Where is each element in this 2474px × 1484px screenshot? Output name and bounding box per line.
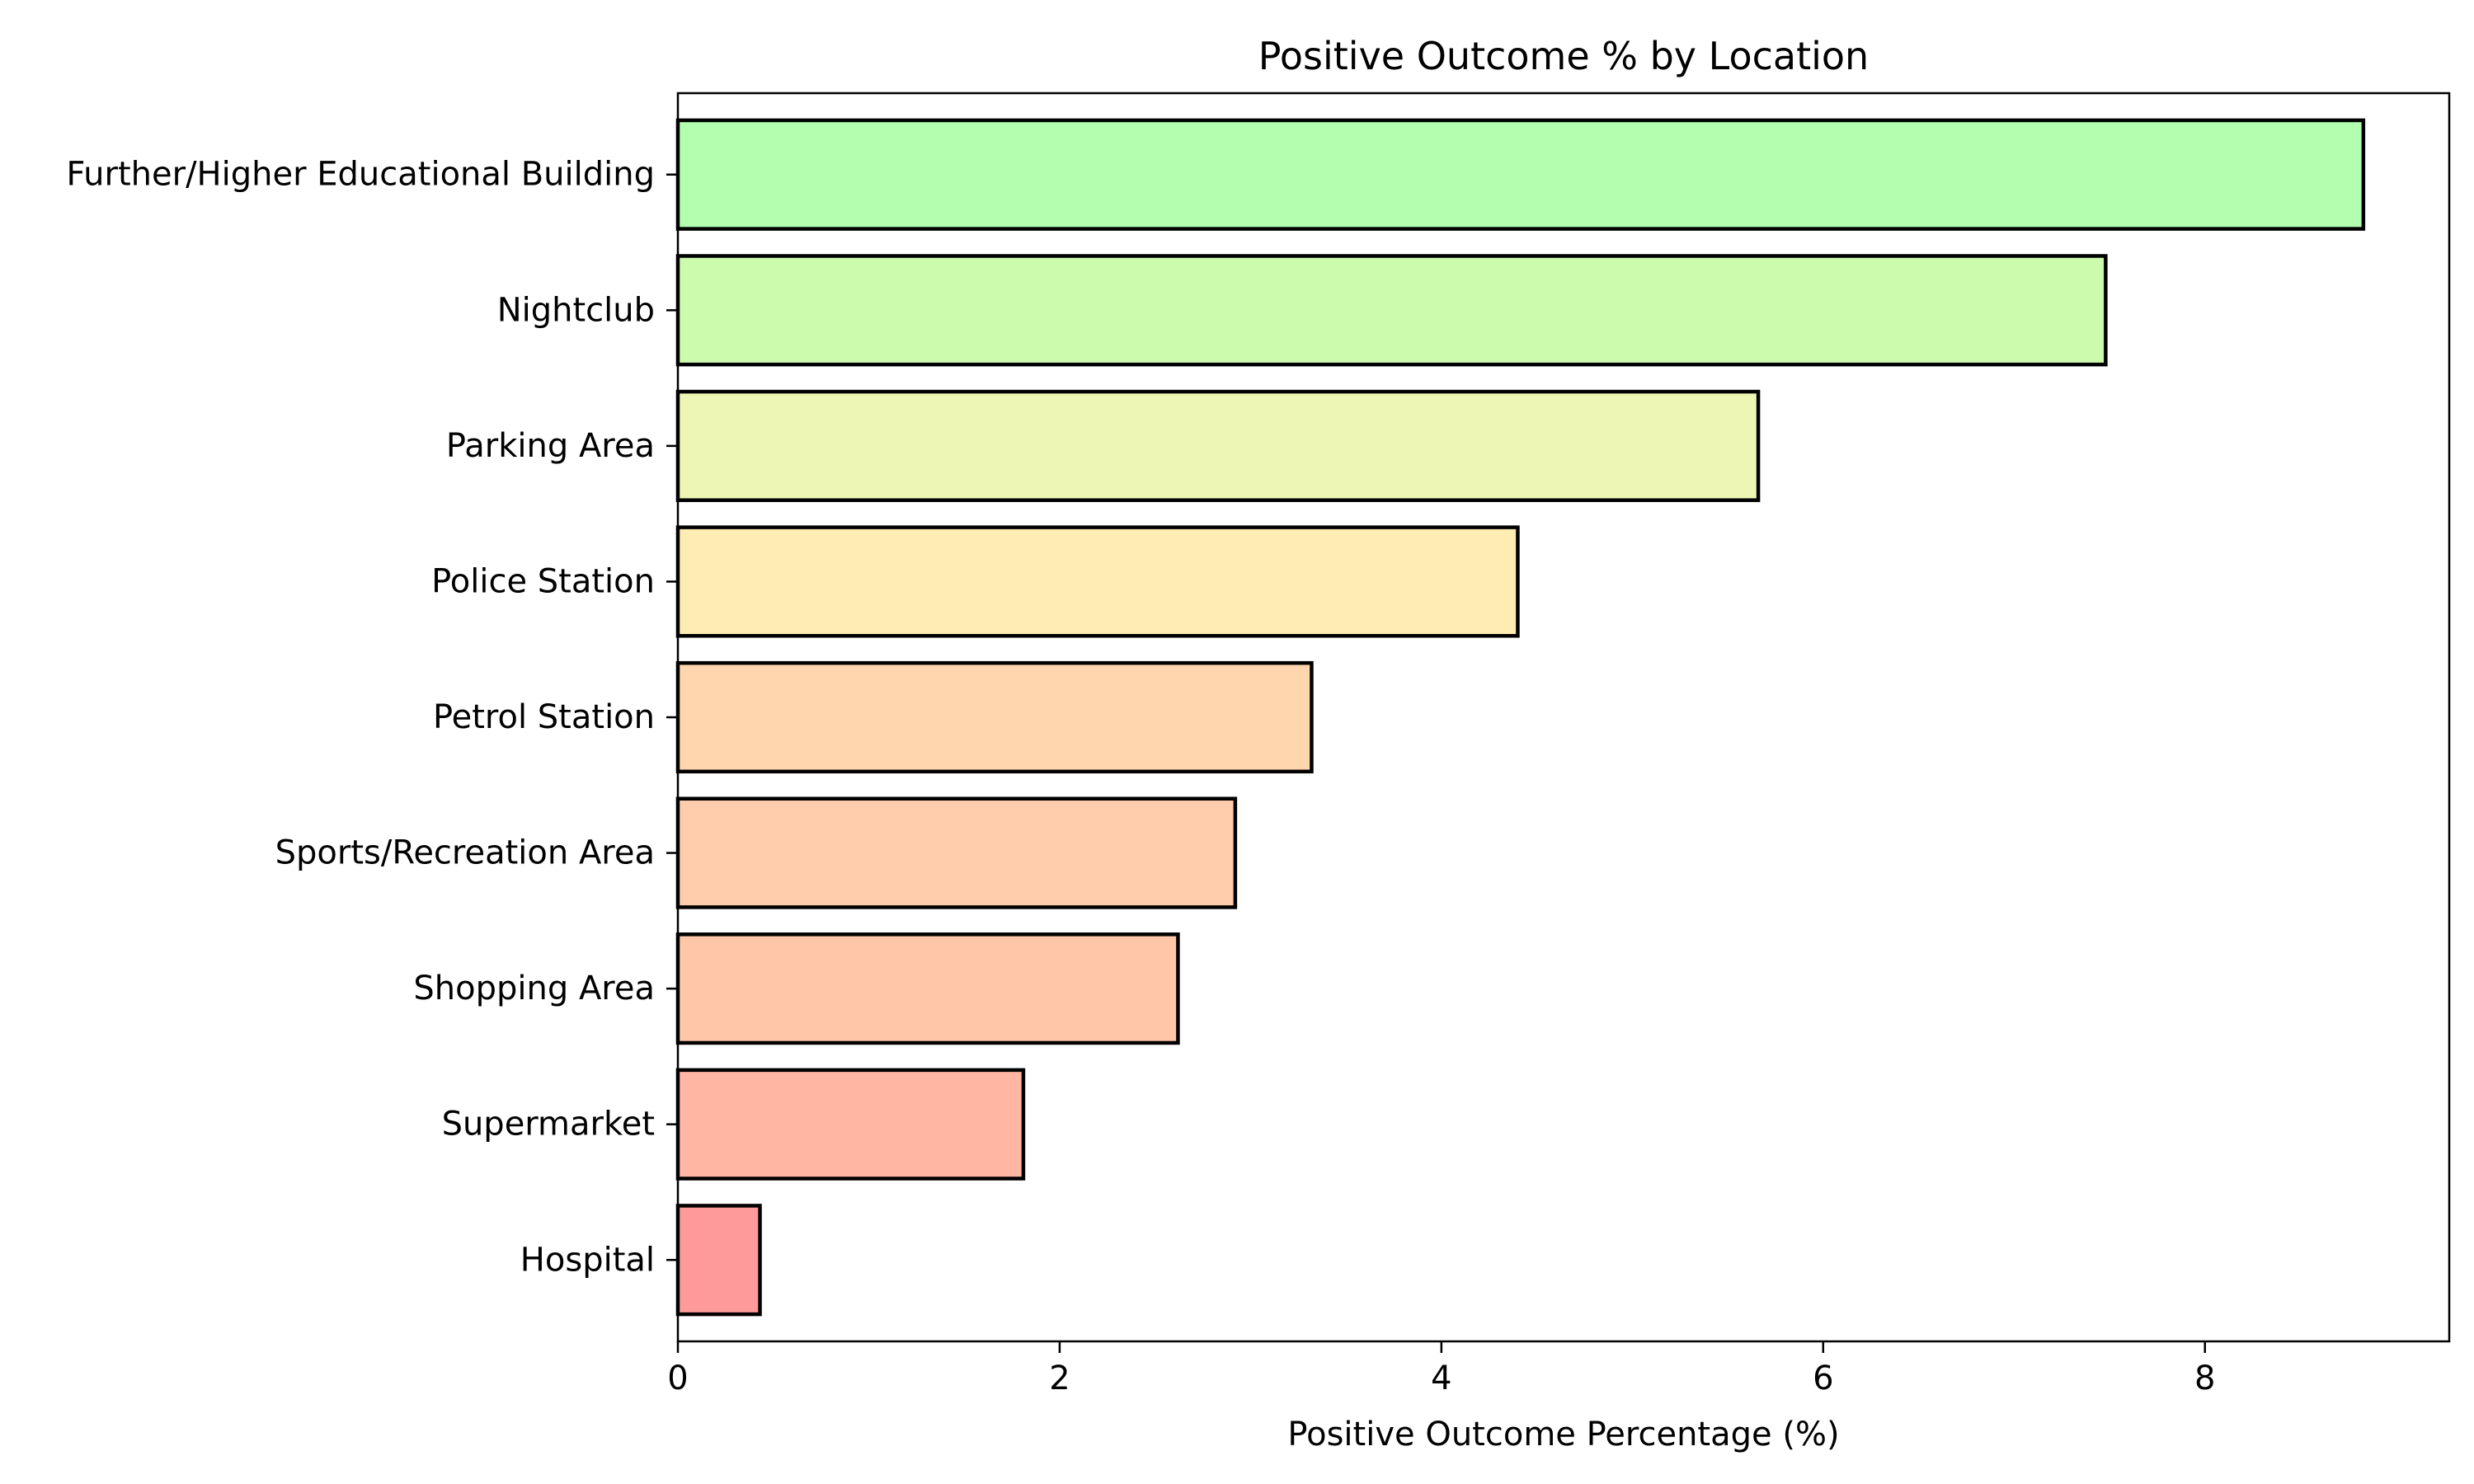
y-tick-label: Sports/Recreation Area xyxy=(275,834,655,872)
y-tick-label: Further/Higher Educational Building xyxy=(66,156,655,194)
bar-nightclub xyxy=(675,254,2108,367)
x-axis-label: Positive Outcome Percentage (%) xyxy=(1287,1416,1839,1453)
bars-group xyxy=(675,118,2366,1317)
y-tick-label: Shopping Area xyxy=(413,970,655,1007)
y-axis: Further/Higher Educational Building Night… xyxy=(66,156,678,1279)
chart-title: Positive Outcome % by Location xyxy=(1258,34,1869,78)
bar-shopping-area xyxy=(675,932,1180,1045)
x-tick-label: 8 xyxy=(2194,1360,2215,1397)
bar-further-higher-educational-building xyxy=(675,118,2366,231)
y-tick-label: Nightclub xyxy=(497,291,655,329)
y-tick-label: Petrol Station xyxy=(433,698,655,736)
y-tick-label: Police Station xyxy=(431,562,655,600)
y-tick-label: Hospital xyxy=(520,1241,655,1279)
bar-parking-area xyxy=(675,389,1761,502)
y-tick-label: Supermarket xyxy=(442,1106,655,1144)
bar-police-station xyxy=(675,525,1520,638)
x-tick-label: 6 xyxy=(1813,1360,1833,1397)
bar-petrol-station xyxy=(675,660,1314,774)
bar-hospital xyxy=(675,1204,762,1317)
x-axis: 0 2 4 6 8 xyxy=(667,1341,2215,1397)
bar-sports-recreation-area xyxy=(675,796,1238,909)
x-tick-label: 4 xyxy=(1431,1360,1451,1397)
x-tick-label: 2 xyxy=(1049,1360,1070,1397)
x-tick-label: 0 xyxy=(667,1360,688,1397)
bar-supermarket xyxy=(675,1068,1026,1181)
y-tick-label: Parking Area xyxy=(446,427,655,465)
